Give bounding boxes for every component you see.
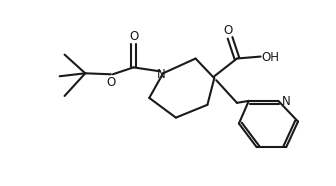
Text: O: O xyxy=(129,30,138,43)
Text: OH: OH xyxy=(261,51,280,64)
Text: O: O xyxy=(106,76,116,89)
Text: N: N xyxy=(157,68,165,81)
Text: N: N xyxy=(282,95,291,108)
Text: O: O xyxy=(223,24,233,37)
